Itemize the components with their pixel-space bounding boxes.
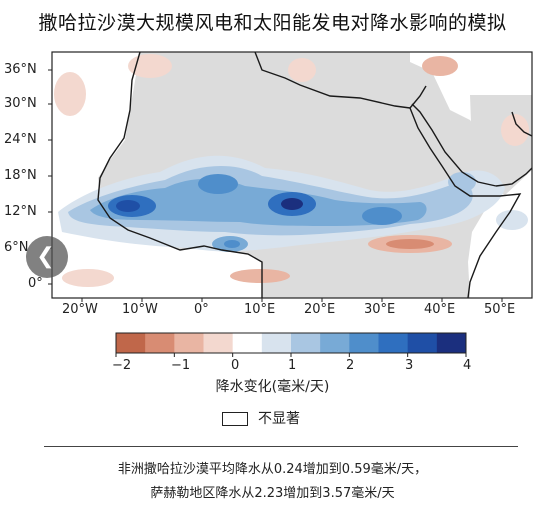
axis-ticks — [48, 69, 503, 302]
colorbar-cell — [320, 333, 350, 353]
neg-anomaly-north-east — [422, 56, 458, 76]
core-east-peak — [281, 198, 303, 210]
mediterranean-coast — [254, 51, 411, 109]
positive-anomaly-strong — [90, 178, 427, 226]
neg-anomaly-south-east-core — [386, 239, 434, 249]
colorbar-tick-label: −2 — [112, 358, 132, 373]
core-far-east — [362, 207, 402, 225]
figure-title: 撒哈拉沙漠大规模风电和太阳能发电对降水影响的模拟 — [38, 12, 507, 34]
lat-label-12n: 12°N — [4, 204, 37, 219]
lon-label-20e: 20°E — [304, 302, 336, 317]
colorbar-cell — [349, 333, 379, 353]
not-significant-cell — [175, 262, 187, 270]
divider-line — [44, 446, 518, 447]
previous-button[interactable]: ❮ — [26, 236, 68, 278]
lat-label-24n: 24°N — [4, 132, 37, 147]
colorbar-tick-label: −1 — [171, 358, 191, 373]
colorbar-title: 降水变化(毫米/天) — [215, 379, 330, 395]
precipitation-map — [48, 51, 533, 302]
lon-label-20w: 20°W — [62, 302, 98, 317]
neg-anomaly-guinea — [230, 269, 290, 283]
lat-label-6n: 6°N — [4, 240, 29, 255]
colorbar-cell — [174, 333, 204, 353]
not-significant-cell — [76, 238, 90, 248]
colorbar-cell — [407, 333, 438, 353]
core-southern-peak — [224, 240, 240, 248]
red-sea-west-coast — [409, 107, 482, 197]
colorbar-cell — [436, 333, 467, 353]
red-sea-east-coast — [411, 103, 497, 187]
colorbar-tick-label: 4 — [463, 358, 472, 373]
colorbar-cell — [291, 333, 321, 353]
not-significant-swatch — [222, 412, 248, 426]
neg-anomaly-north-west — [54, 72, 86, 116]
lat-label-30n: 30°N — [4, 96, 37, 111]
colorbar-cell — [261, 333, 292, 353]
not-significant-label: 不显著 — [258, 411, 300, 427]
africa-coastline — [97, 51, 263, 298]
core-west-peak — [116, 200, 140, 212]
significance-hatch — [76, 238, 510, 270]
precip-contours — [54, 54, 529, 287]
colorbar-cell — [378, 333, 409, 353]
not-significant-cell — [498, 250, 510, 260]
colorbar-cell — [145, 333, 175, 353]
colorbar-tick-label: 3 — [405, 358, 414, 373]
lon-label-30e: 30°E — [364, 302, 396, 317]
neg-anomaly-arabia — [501, 114, 529, 146]
lat-label-18n: 18°N — [4, 168, 37, 183]
persian-gulf-coast — [511, 111, 533, 137]
colorbar-tick-label: 1 — [288, 358, 297, 373]
east-africa-coast — [467, 193, 522, 299]
lat-label-0: 0° — [28, 276, 43, 291]
lon-label-10e: 10°E — [244, 302, 276, 317]
core-central-west — [198, 174, 238, 194]
colorbar-cell — [203, 333, 234, 353]
lon-label-50e: 50°E — [484, 302, 516, 317]
colorbar-cell — [232, 333, 263, 353]
lon-label-0: 0° — [194, 302, 209, 317]
not-significant-cell — [116, 248, 128, 256]
colorbar-ticks — [115, 353, 467, 357]
colorbar-cell — [116, 333, 146, 353]
lon-label-10w: 10°W — [122, 302, 158, 317]
lat-label-36n: 36°N — [4, 62, 37, 77]
colorbar-tick-label: 0 — [231, 358, 240, 373]
colorbar-cells — [115, 332, 467, 354]
pos-anomaly-east — [496, 210, 528, 230]
lon-label-40e: 40°E — [424, 302, 456, 317]
sinai-coast — [409, 85, 427, 109]
colorbar — [115, 332, 467, 357]
neg-anomaly-atlantic — [62, 269, 114, 287]
neg-anomaly-north-central — [288, 58, 316, 82]
colorbar-tick-label: 2 — [346, 358, 355, 373]
arabia-coast — [495, 167, 533, 187]
note-line-1: 非洲撒哈拉沙漠平均降水从0.24增加到0.59毫米/天， — [117, 462, 428, 477]
note-line-2: 萨赫勒地区降水从2.23增加到3.57毫米/天 — [150, 486, 395, 501]
coastlines — [97, 51, 533, 299]
map-frame — [51, 51, 533, 299]
chevron-left-icon: ❮ — [36, 244, 55, 269]
neg-anomaly-north-west-2 — [128, 54, 172, 78]
